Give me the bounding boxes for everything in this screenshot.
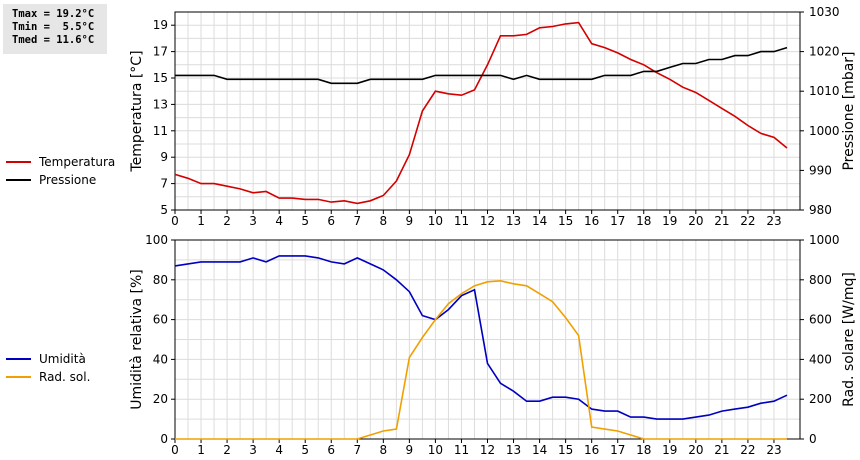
x-tick-label: 20 xyxy=(688,443,703,457)
y-tick-label-right: 400 xyxy=(809,352,832,366)
y-axis-title-right: Rad. solare [W/mq] xyxy=(841,272,857,407)
y-tick-label-left: 15 xyxy=(153,71,168,85)
x-tick-label: 11 xyxy=(454,443,469,457)
x-tick-label: 0 xyxy=(171,443,179,457)
y-tick-label-left: 20 xyxy=(153,392,168,406)
y-tick-label-left: 13 xyxy=(153,97,168,111)
y-tick-label-right: 600 xyxy=(809,313,832,327)
x-tick-label: 2 xyxy=(223,214,231,228)
x-tick-label: 12 xyxy=(480,214,495,228)
legend-label-pressione: Pressione xyxy=(39,173,96,187)
stats-box: Tmax = 19.2°C Tmin = 5.5°C Tmed = 11.6°C xyxy=(3,4,107,54)
y-tick-label-right: 0 xyxy=(809,432,817,446)
y-tick-label-left: 100 xyxy=(145,233,168,247)
y-axis-title-left: Umidità relativa [%] xyxy=(129,269,145,410)
y-tick-label-right: 1030 xyxy=(809,5,840,19)
y-tick-label-left: 7 xyxy=(160,177,168,191)
y-tick-label-left: 17 xyxy=(153,45,168,59)
x-tick-label: 4 xyxy=(275,443,283,457)
series-line-temperatura xyxy=(174,21,788,205)
y-tick-label-right: 1000 xyxy=(809,124,840,138)
x-tick-label: 10 xyxy=(428,214,443,228)
x-tick-label: 18 xyxy=(636,443,651,457)
x-tick-label: 20 xyxy=(688,214,703,228)
x-tick-label: 1 xyxy=(197,443,205,457)
y-tick-label-right: 1000 xyxy=(809,233,840,247)
legend-label-umidit: Umidità xyxy=(39,352,86,366)
x-tick-label: 2 xyxy=(223,443,231,457)
y-tick-label-right: 200 xyxy=(809,392,832,406)
chart-panel-2: 0 1 2 3 4 5 6 7 8 9 10 11 12 13 14 15 16 17 18 19 20 21 22 2302… xyxy=(6,233,857,457)
x-tick-label: 17 xyxy=(610,443,625,457)
chart-panel-1: 0 1 2 3 4 5 6 7 8 9 10 11 12 13 14 15 16 17 18 19 20 21 22 2357… xyxy=(6,5,857,228)
x-tick-label: 16 xyxy=(584,214,599,228)
x-tick-label: 11 xyxy=(454,214,469,228)
x-tick-label: 14 xyxy=(532,214,547,228)
x-tick-label: 3 xyxy=(249,214,257,228)
x-tick-label: 7 xyxy=(353,443,361,457)
x-tick-label: 13 xyxy=(506,214,521,228)
y-axis-title-left: Temperatura [°C] xyxy=(129,50,145,172)
x-tick-label: 15 xyxy=(558,443,573,457)
x-tick-label: 10 xyxy=(428,443,443,457)
y-tick-label-right: 1010 xyxy=(809,84,840,98)
y-tick-label-left: 5 xyxy=(160,203,168,217)
y-axis-title-right: Pressione [mbar] xyxy=(841,51,857,170)
y-tick-label-right: 980 xyxy=(809,203,832,217)
series-line-pressione xyxy=(175,46,788,85)
legend-label-rad-sol: Rad. sol. xyxy=(39,370,90,384)
x-tick-label: 23 xyxy=(766,214,781,228)
y-tick-label-right: 990 xyxy=(809,163,832,177)
x-tick-label: 19 xyxy=(662,443,677,457)
x-tick-label: 1 xyxy=(197,214,205,228)
x-tick-label: 4 xyxy=(275,214,283,228)
x-tick-label: 22 xyxy=(740,443,755,457)
x-tick-label: 18 xyxy=(636,214,651,228)
y-tick-label-left: 40 xyxy=(153,352,168,366)
x-tick-label: 16 xyxy=(584,443,599,457)
x-tick-label: 7 xyxy=(353,214,361,228)
y-tick-label-left: 11 xyxy=(153,124,168,138)
x-tick-label: 5 xyxy=(301,443,309,457)
x-tick-label: 6 xyxy=(327,214,335,228)
series-line-rad-sol xyxy=(175,279,787,440)
x-tick-label: 13 xyxy=(506,443,521,457)
x-tick-label: 21 xyxy=(714,443,729,457)
x-tick-label: 8 xyxy=(380,214,388,228)
x-tick-label: 8 xyxy=(380,443,388,457)
x-tick-label: 6 xyxy=(327,443,335,457)
y-tick-label-left: 80 xyxy=(153,273,168,287)
y-tick-label-right: 1020 xyxy=(809,45,840,59)
legend-label-temperatura: Temperatura xyxy=(38,155,115,169)
x-tick-label: 12 xyxy=(480,443,495,457)
x-tick-label: 22 xyxy=(740,214,755,228)
x-tick-label: 21 xyxy=(714,214,729,228)
tmax-text: Tmax = 19.2°C xyxy=(12,8,95,20)
x-tick-label: 3 xyxy=(249,443,257,457)
y-tick-label-right: 800 xyxy=(809,273,832,287)
y-tick-label-left: 0 xyxy=(160,432,168,446)
x-tick-label: 23 xyxy=(766,443,781,457)
x-tick-label: 19 xyxy=(662,214,677,228)
x-tick-label: 0 xyxy=(171,214,179,228)
x-tick-label: 17 xyxy=(610,214,625,228)
x-tick-label: 9 xyxy=(406,214,414,228)
series-line-umidit xyxy=(174,255,788,420)
x-tick-label: 14 xyxy=(532,443,547,457)
tmed-text: Tmed = 11.6°C xyxy=(12,34,95,46)
x-tick-label: 9 xyxy=(406,443,414,457)
x-tick-label: 15 xyxy=(558,214,573,228)
y-tick-label-left: 9 xyxy=(160,150,168,164)
tmin-text: Tmin = 5.5°C xyxy=(12,21,95,33)
y-tick-label-left: 60 xyxy=(153,313,168,327)
y-tick-label-left: 19 xyxy=(153,18,168,32)
x-tick-label: 5 xyxy=(301,214,309,228)
